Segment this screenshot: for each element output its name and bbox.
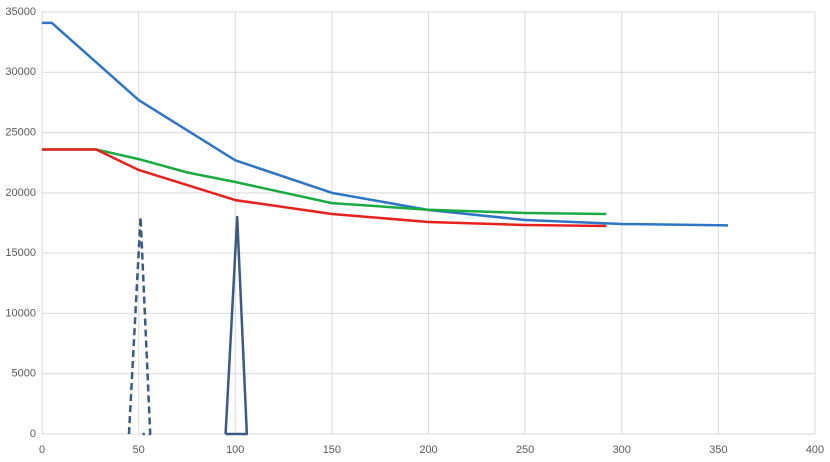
series-line bbox=[224, 215, 249, 436]
x-tick-label: 250 bbox=[516, 444, 534, 456]
y-tick-label: 30000 bbox=[5, 66, 36, 78]
y-tick-label: 0 bbox=[30, 428, 36, 440]
series-line bbox=[42, 21, 729, 227]
y-tick-label: 25000 bbox=[5, 126, 36, 138]
y-tick-label: 15000 bbox=[5, 247, 36, 259]
x-tick-label: 50 bbox=[133, 444, 145, 456]
y-tick-label: 35000 bbox=[5, 6, 36, 18]
y-tick-label: 5000 bbox=[12, 368, 36, 380]
x-tick-label: 150 bbox=[323, 444, 341, 456]
series-line bbox=[42, 148, 607, 228]
y-tick-label: 10000 bbox=[5, 307, 36, 319]
x-tick-label: 100 bbox=[226, 444, 244, 456]
series-line bbox=[127, 215, 152, 436]
x-tick-label: 400 bbox=[806, 444, 824, 456]
x-tick-label: 200 bbox=[419, 444, 437, 456]
x-tick-label: 300 bbox=[613, 444, 631, 456]
x-tick-label: 0 bbox=[39, 444, 45, 456]
x-tick-label: 350 bbox=[709, 444, 727, 456]
y-tick-label: 20000 bbox=[5, 187, 36, 199]
series-line bbox=[42, 148, 607, 216]
